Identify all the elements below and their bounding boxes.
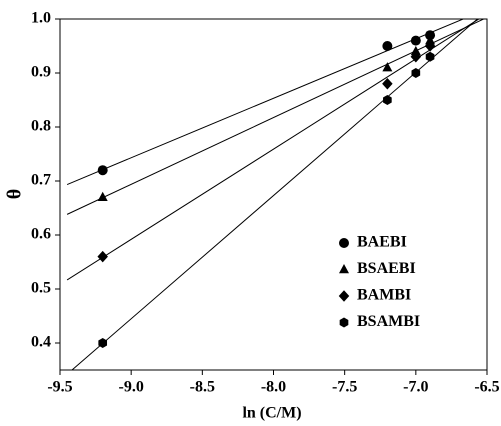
- fit-line: [66, 19, 480, 281]
- y-tick-label: 0.8: [31, 118, 51, 135]
- fit-line: [66, 19, 465, 185]
- legend-label: BAMBI: [357, 287, 411, 304]
- plot-area: [66, 19, 485, 370]
- y-tick-label: 0.9: [31, 64, 51, 81]
- y-tick-label: 0.7: [31, 172, 51, 189]
- x-tick-label: -8.0: [261, 379, 286, 396]
- marker: [382, 41, 393, 51]
- marker: [97, 191, 108, 201]
- marker: [424, 40, 436, 52]
- x-tick-label: -9.0: [119, 379, 144, 396]
- marker: [410, 35, 421, 46]
- y-tick-label: 0.5: [31, 280, 51, 297]
- x-tick-label: -9.5: [47, 379, 72, 396]
- marker: [410, 51, 422, 63]
- x-tick-label: -7.0: [403, 379, 428, 396]
- x-tick-label: -8.5: [190, 379, 215, 396]
- plot-frame: [59, 18, 488, 371]
- legend-marker: [338, 290, 350, 302]
- y-tick-label: 1.0: [31, 10, 51, 27]
- marker: [425, 35, 436, 45]
- legend-marker: [339, 264, 349, 274]
- legend-marker: [339, 317, 349, 328]
- marker: [97, 165, 108, 176]
- y-tick-label: 0.6: [31, 226, 51, 243]
- legend-label: BSAMBI: [357, 313, 420, 330]
- legend-label: BAEBI: [357, 234, 407, 251]
- marker: [382, 62, 393, 72]
- x-tick-label: -6.5: [474, 379, 499, 396]
- legend-marker: [339, 238, 349, 248]
- x-axis-label: ln (C/M): [242, 405, 301, 422]
- x-tick-label: -7.5: [332, 379, 357, 396]
- marker: [425, 51, 435, 62]
- marker: [411, 68, 421, 78]
- y-axis-label: θ: [4, 189, 26, 199]
- marker: [383, 95, 392, 105]
- marker: [410, 45, 421, 56]
- fit-line: [66, 19, 485, 215]
- marker: [382, 78, 393, 90]
- marker: [97, 250, 108, 263]
- marker: [98, 338, 108, 348]
- y-tick-label: 0.4: [31, 334, 51, 351]
- fit-line: [71, 19, 479, 370]
- legend-label: BSAEBI: [357, 260, 416, 277]
